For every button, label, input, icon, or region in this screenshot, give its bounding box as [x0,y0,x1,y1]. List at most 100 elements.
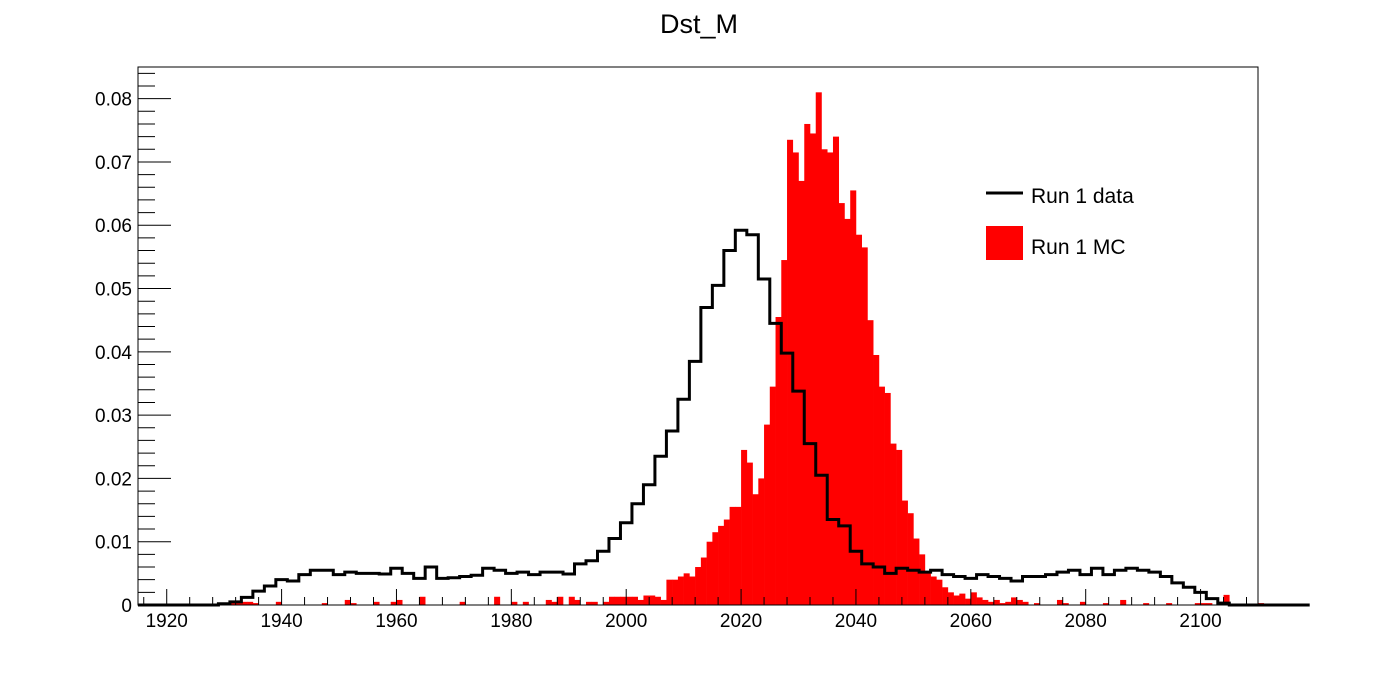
mc-bar [723,519,730,605]
mc-bar [810,133,817,605]
mc-bar [930,576,937,605]
x-tick-label: 2040 [835,611,877,632]
mc-bar [557,596,564,605]
mc-bar [586,601,593,605]
mc-bar [907,513,914,605]
mc-bar [878,386,885,605]
mc-bar [654,596,661,605]
mc-bar [901,500,908,605]
mc-bar [396,599,403,605]
y-tick-label: 0.02 [95,469,132,490]
mc-bar [235,601,242,605]
mc-bar [999,603,1006,605]
y-tick-label: 0.05 [95,280,132,301]
legend-swatch-mc [986,226,1023,260]
mc-bar [247,601,254,605]
x-axis: 1920 1940 1960 1980 2000 2020 2040 2060 2080 2100 [143,589,1248,632]
y-tick-label: 0 [121,596,132,617]
mc-bar [419,596,426,605]
mc-bar [959,593,966,605]
x-tick-label: 2020 [720,611,762,632]
mc-bar [545,599,552,605]
mc-bar [626,596,633,605]
mc-histogram-bars [229,92,1265,606]
mc-bar [890,443,897,605]
mc-bar [832,136,840,605]
y-axis: 0 0.01 0.02 0.03 0.04 0.05 0.06 0.07 0.08 [95,72,171,617]
mc-bar [631,596,638,605]
mc-bar [637,599,644,605]
x-tick-label: 2000 [605,611,647,632]
mc-bar [1016,599,1023,605]
mc-bar [947,592,954,605]
mc-bar [970,592,977,605]
mc-bar [838,203,845,605]
mc-bar [718,525,725,605]
x-tick-label: 1920 [146,611,188,632]
mc-bar [764,424,771,605]
mc-bar [321,603,328,605]
data-step-line [138,228,1310,607]
mc-bar [976,597,983,605]
mc-bar [603,601,610,605]
mc-bar [787,139,794,606]
legend: Run 1 data Run 1 MC [986,185,1134,260]
mc-bar [712,532,719,605]
mc-bar [459,601,466,605]
mc-bar [1223,594,1230,605]
mc-bar [844,218,851,605]
mc-bar [896,449,903,605]
mc-bar [965,598,972,605]
mc-bar [643,595,650,605]
mc-bar [620,596,627,605]
chart-title: Dst_M [660,9,738,39]
mc-bar [741,449,748,605]
mc-bar [827,152,834,605]
mc-bar [867,320,874,605]
mc-bar [229,603,236,605]
mc-bar [660,599,667,605]
mc-bar [649,595,656,605]
mc-bar [494,596,501,605]
mc-bar [614,596,621,605]
mc-bar [1120,599,1127,605]
mc-bar [988,601,995,605]
x-tick-label: 1960 [375,611,417,632]
y-tick-label: 0.04 [95,343,132,364]
y-tick-label: 0.01 [95,533,132,554]
mc-bar [924,573,931,605]
mc-bar [390,601,397,605]
mc-bar [1062,603,1069,605]
mc-bar [666,579,673,605]
mc-bar [568,596,575,605]
legend-label-data: Run 1 data [1031,185,1134,208]
mc-bar [683,573,690,605]
mc-bar [252,603,259,605]
mc-bar [551,601,558,605]
mc-bar [591,601,598,605]
mc-bar [850,190,857,606]
mc-bar [758,478,765,605]
mc-bar [695,567,702,605]
y-tick-label: 0.08 [95,90,132,111]
x-tick-label: 2060 [950,611,992,632]
y-tick-label: 0.03 [95,406,132,427]
mc-bar [861,247,868,605]
mc-bar [1194,603,1201,605]
mc-bar [769,386,776,605]
mc-bar [775,317,782,605]
mc-bar [677,576,684,605]
mc-bar [792,152,799,605]
mc-bar [275,601,282,605]
mc-bar [781,260,788,605]
data-histogram-line [138,228,1310,607]
mc-bar [511,601,518,605]
mc-bar [1011,597,1018,605]
mc-bar [1102,603,1109,605]
mc-bar [1056,599,1064,605]
mc-bar [1166,603,1173,605]
mc-bar [913,538,920,605]
mc-bar [522,601,529,605]
mc-bar [953,595,960,605]
